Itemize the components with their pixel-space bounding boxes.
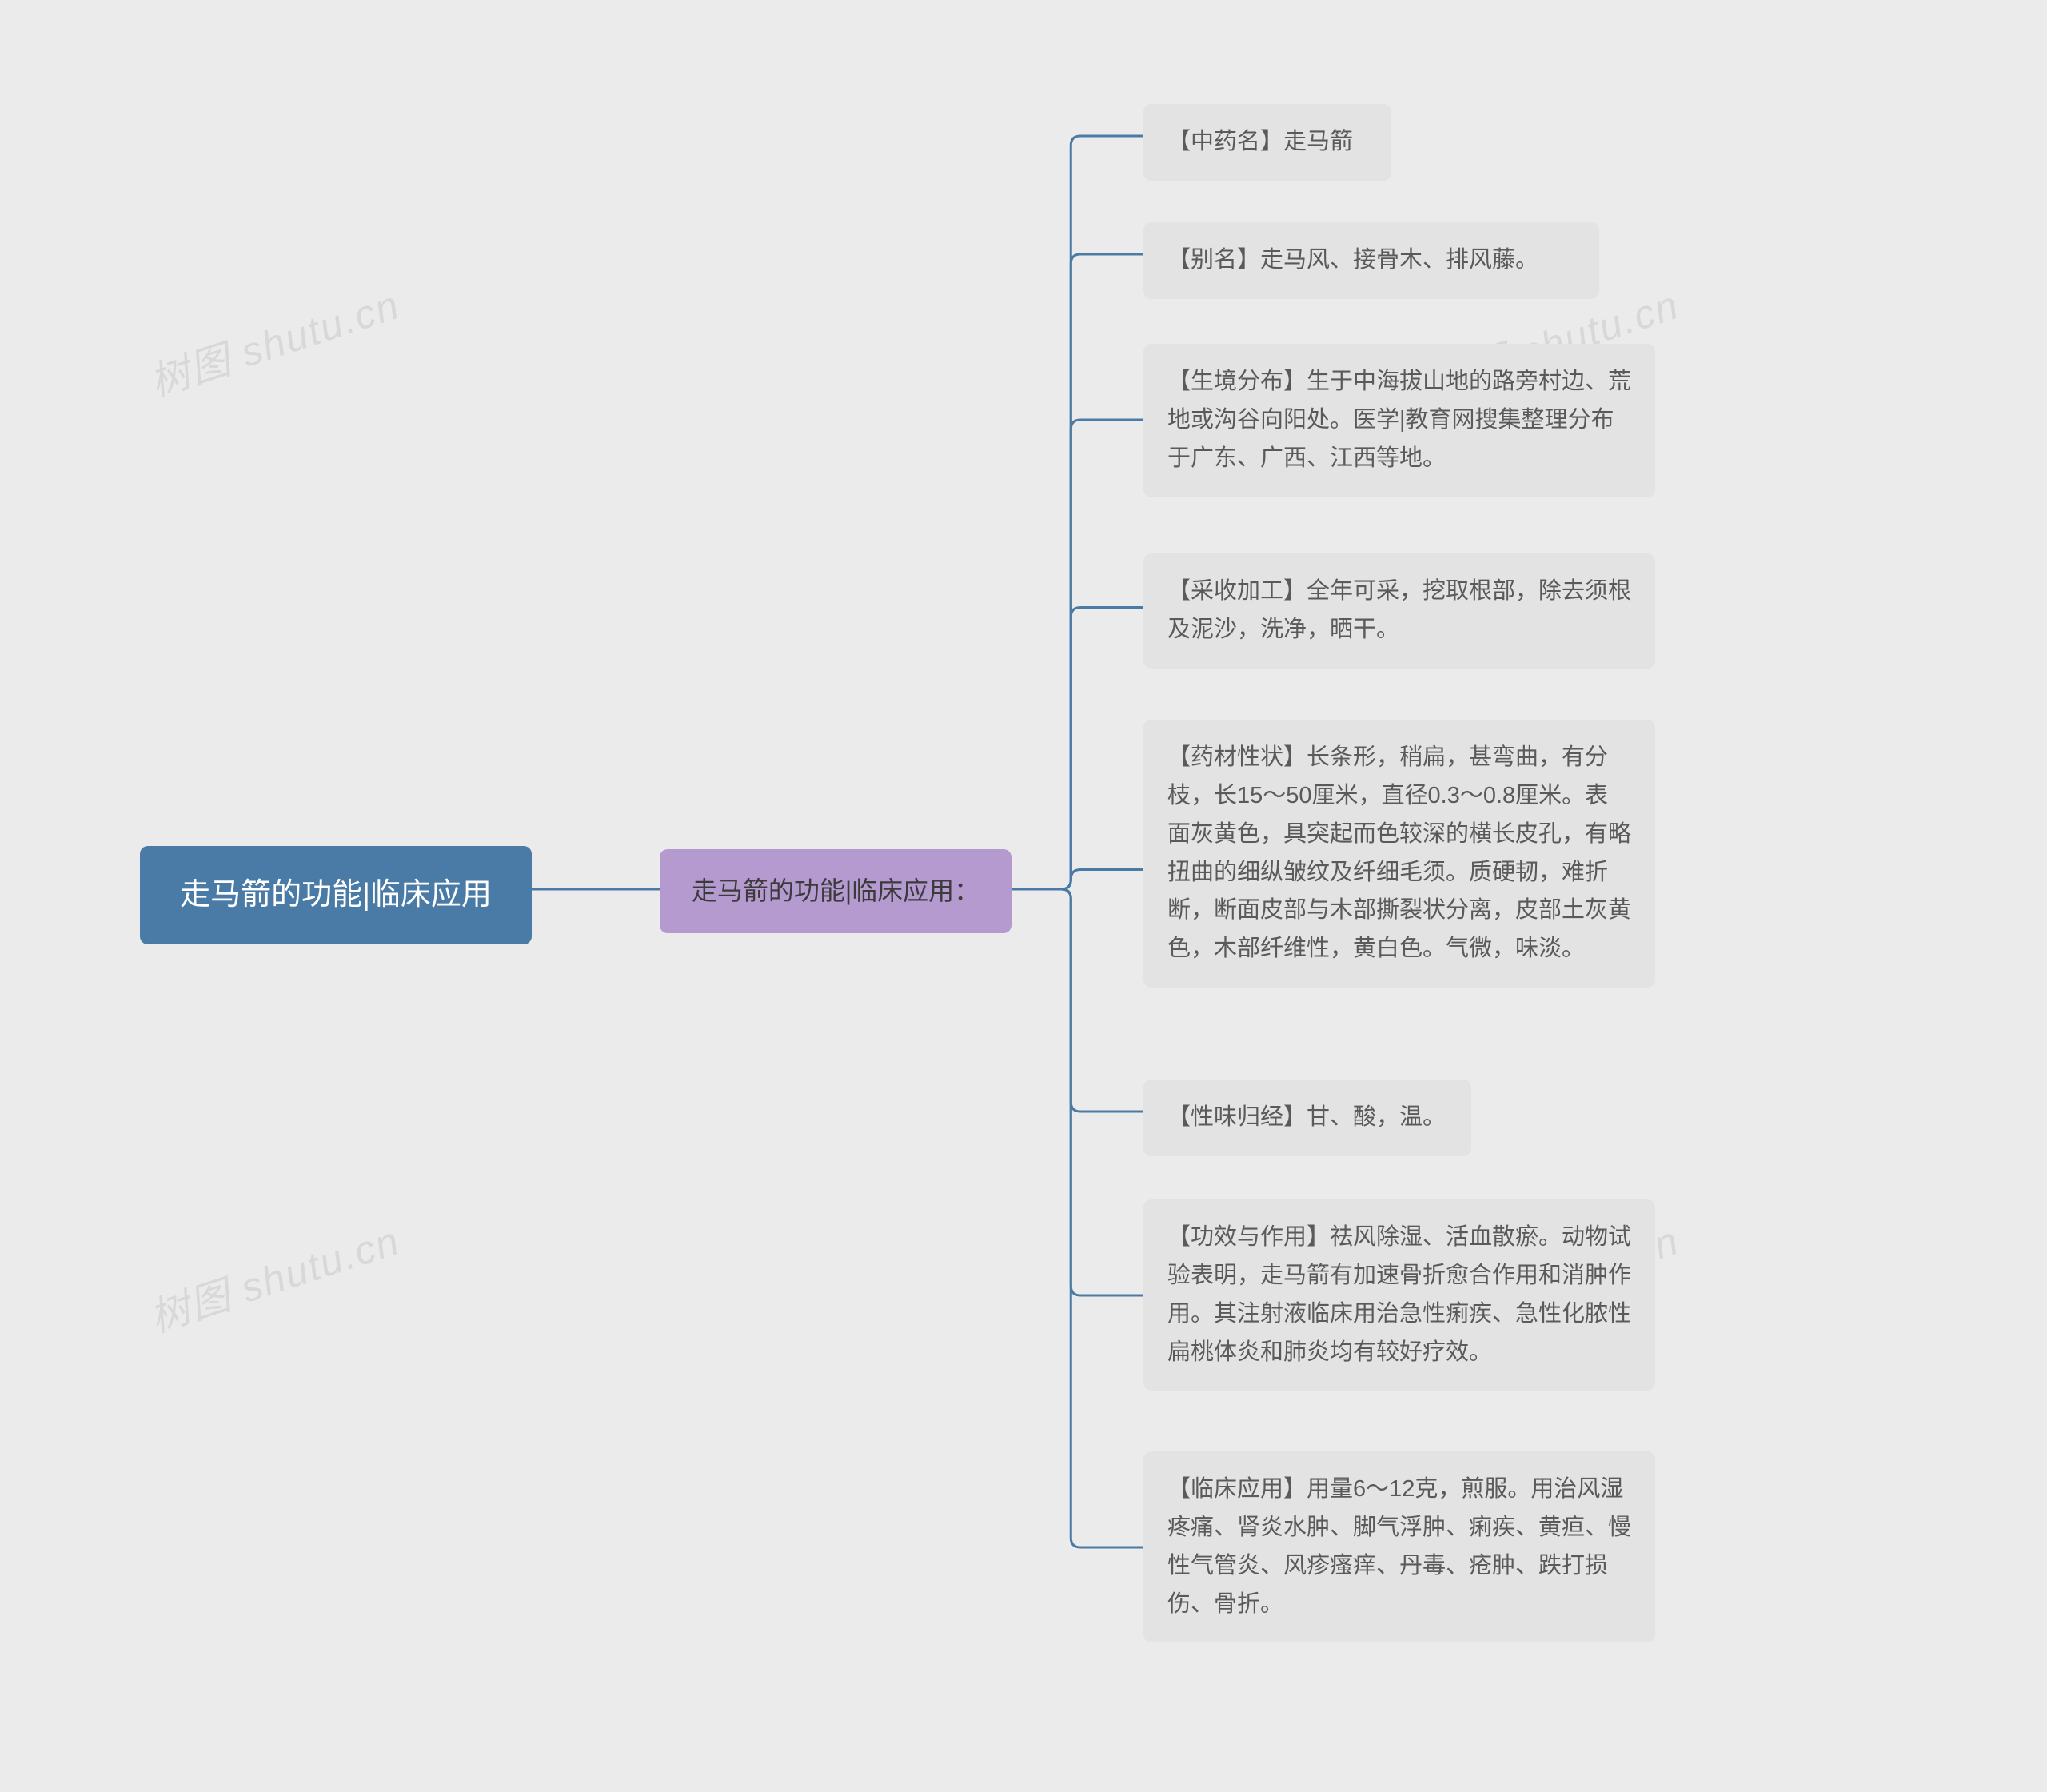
leaf-trait[interactable]: 【药材性状】长条形，稍扁，甚弯曲，有分枝，长15～50厘米，直径0.3～0.8厘…: [1143, 720, 1655, 988]
watermark: 树图 shutu.cn: [142, 273, 406, 409]
leaf-clinical[interactable]: 【临床应用】用量6～12克，煎服。用治风湿疼痛、肾炎水肿、脚气浮肿、痢疾、黄疸、…: [1143, 1451, 1655, 1642]
leaf-name[interactable]: 【中药名】走马箭: [1143, 104, 1391, 181]
mindmap-canvas: 树图 shutu.cn 树图 shutu.cn 树图 shutu.cn 树图 s…: [0, 0, 2047, 1792]
root-node[interactable]: 走马箭的功能|临床应用: [140, 846, 532, 944]
leaf-habitat[interactable]: 【生境分布】生于中海拔山地的路旁村边、荒地或沟谷向阳处。医学|教育网搜集整理分布…: [1143, 344, 1655, 497]
leaf-alias[interactable]: 【别名】走马风、接骨木、排风藤。: [1143, 222, 1599, 299]
leaf-harvest[interactable]: 【采收加工】全年可采，挖取根部，除去须根及泥沙，洗净，晒干。: [1143, 553, 1655, 669]
watermark: 树图 shutu.cn: [142, 1209, 406, 1344]
leaf-flavor[interactable]: 【性味归经】甘、酸，温。: [1143, 1080, 1471, 1156]
subtopic-node[interactable]: 走马箭的功能|临床应用：: [660, 849, 1012, 933]
leaf-effect[interactable]: 【功效与作用】祛风除湿、活血散瘀。动物试验表明，走马箭有加速骨折愈合作用和消肿作…: [1143, 1199, 1655, 1391]
